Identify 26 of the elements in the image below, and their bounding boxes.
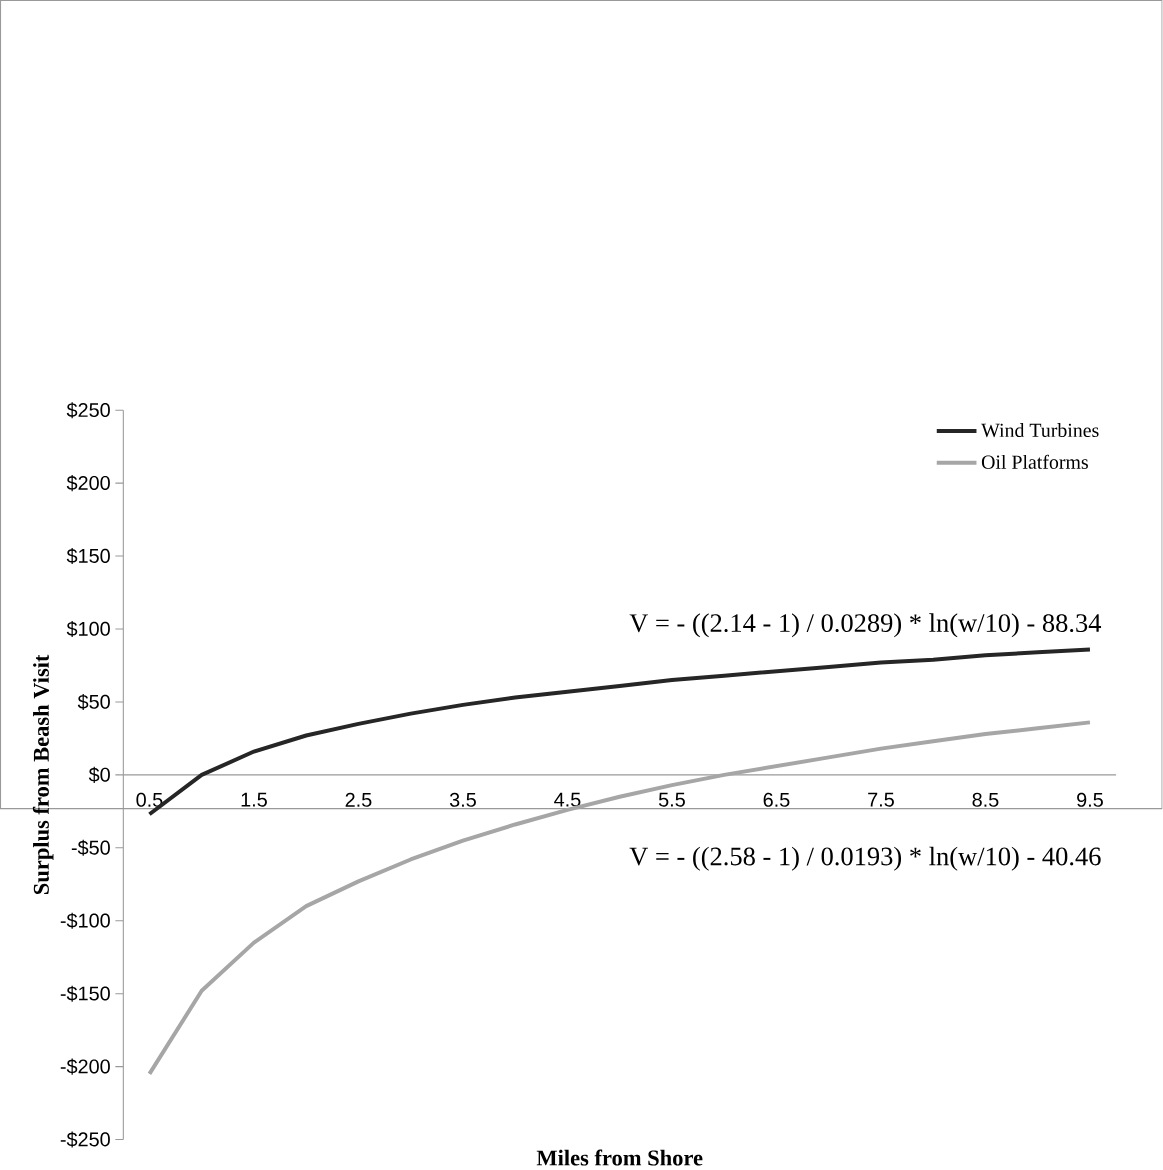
x-tick-label: 8.5 xyxy=(972,792,999,807)
y-tick-label: $100 xyxy=(66,620,111,638)
y-tick-label: $50 xyxy=(77,693,111,710)
y-tick-label: $200 xyxy=(66,475,111,492)
legend-label: Wind Turbines xyxy=(981,423,1099,438)
x-axis-title: Miles from Shore xyxy=(536,1149,703,1166)
x-tick-label: 6.5 xyxy=(763,792,790,807)
y-tick-label: -$250 xyxy=(60,1131,111,1148)
x-tick-label: 1.5 xyxy=(241,792,268,807)
x-tick-label: 5.5 xyxy=(659,792,686,807)
y-tick-label: -$200 xyxy=(60,1058,111,1075)
y-tick-label: $250 xyxy=(66,402,111,419)
y-tick-label: -$100 xyxy=(60,912,111,929)
x-tick-label: 7.5 xyxy=(868,792,895,807)
y-tick-label: $150 xyxy=(66,548,111,565)
y-tick-label: -$50 xyxy=(72,839,111,856)
annotation: V = - ((2.58 - 1) / 0.0193) * ln(w/10) - 40.46 xyxy=(629,846,1101,871)
annotation: V = - ((2.14 - 1) / 0.0289) * ln(w/10) - 88.34 xyxy=(629,613,1102,638)
y-axis-title: Surplus from Beash Visit xyxy=(33,654,54,895)
y-tick-label: $0 xyxy=(89,766,111,783)
y-tick-label: -$150 xyxy=(60,985,111,1002)
x-tick-label: 9.5 xyxy=(1077,792,1104,807)
x-tick-label: 2.5 xyxy=(345,792,372,807)
x-tick-label: 3.5 xyxy=(450,792,477,807)
x-tick-label: 4.5 xyxy=(554,792,581,807)
legend-label: Oil Platforms xyxy=(982,454,1089,469)
